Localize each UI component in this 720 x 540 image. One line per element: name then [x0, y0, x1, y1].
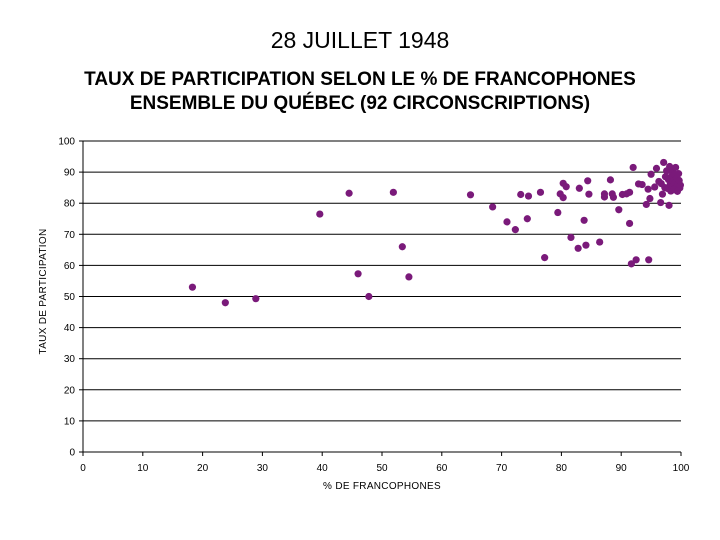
y-tick-label: 20 — [64, 385, 76, 396]
x-tick-label: 40 — [317, 463, 329, 474]
grid-layer — [83, 140, 681, 422]
data-point — [632, 256, 640, 264]
y-tick-label: 50 — [64, 292, 76, 303]
data-point — [562, 183, 570, 191]
data-point — [221, 299, 229, 307]
data-point — [541, 254, 549, 262]
y-tick-label: 10 — [64, 416, 76, 427]
data-point — [644, 185, 652, 193]
data-point — [627, 260, 635, 268]
data-point — [666, 162, 674, 171]
data-point — [651, 183, 659, 191]
data-point — [646, 194, 654, 203]
data-point — [629, 163, 637, 172]
data-point — [536, 188, 545, 196]
data-point — [672, 163, 680, 172]
data-point — [489, 203, 497, 211]
y-tick-label: 80 — [64, 199, 76, 210]
x-tick-label: 10 — [137, 463, 149, 474]
data-point — [660, 158, 668, 167]
data-point — [585, 190, 593, 198]
data-point — [645, 256, 653, 264]
data-point — [503, 218, 511, 226]
y-tick-label: 90 — [64, 168, 76, 179]
data-point — [466, 191, 475, 199]
data-point — [559, 194, 567, 202]
chart-subtitle-line-2: ENSEMBLE DU QUÉBEC (92 CIRCONSCRIPTIONS) — [129, 93, 591, 114]
data-point — [567, 233, 575, 242]
data-point — [625, 188, 634, 196]
x-tick-label: 90 — [616, 463, 628, 474]
data-point — [354, 270, 362, 278]
data-point — [600, 193, 609, 201]
x-tick-label: 30 — [257, 463, 269, 474]
data-point — [523, 215, 531, 223]
data-point — [676, 181, 685, 189]
data-point — [517, 190, 525, 199]
x-tick-label: 80 — [556, 463, 568, 474]
y-tick-label: 30 — [64, 354, 76, 365]
x-axis-label: % DE FRANCOPHONES — [323, 481, 441, 492]
data-point — [365, 292, 373, 301]
data-point — [675, 170, 683, 178]
data-point — [652, 164, 661, 172]
y-tick-label: 60 — [64, 261, 76, 272]
data-point — [647, 170, 655, 178]
data-point — [657, 198, 665, 207]
chart-subtitle: TAUX DE PARTICIPATION SELON LE % DE FRAN… — [0, 68, 720, 116]
data-point — [584, 177, 592, 185]
data-point — [389, 188, 397, 196]
data-point — [580, 216, 588, 224]
data-point — [638, 180, 646, 189]
data-point — [596, 238, 604, 246]
y-tick-label: 0 — [69, 448, 75, 459]
points-layer — [188, 158, 685, 307]
data-point — [554, 208, 562, 217]
x-tick-label: 70 — [496, 463, 508, 474]
data-point — [665, 201, 673, 209]
data-point — [316, 210, 324, 218]
y-tick-label: 40 — [64, 323, 76, 334]
data-point — [345, 189, 353, 197]
x-tick-label: 60 — [436, 463, 448, 474]
data-point — [606, 176, 615, 184]
data-point — [575, 184, 583, 192]
data-point — [574, 244, 582, 252]
x-tick-label: 100 — [673, 463, 690, 474]
data-point — [398, 243, 406, 251]
data-point — [642, 200, 650, 209]
data-point — [252, 295, 260, 303]
y-axis-label: TAUX DE PARTICIPATION — [38, 229, 49, 355]
y-tick-label: 70 — [64, 230, 76, 241]
data-point — [582, 241, 590, 249]
chart-title: 28 JUILLET 1948 — [270, 27, 450, 53]
data-point — [524, 192, 533, 200]
axis-layer: 0 10 20 30 40 50 60 70 80 90 100 0 10 20 30 40 50 60 70 80 9… — [58, 137, 689, 475]
data-point — [615, 206, 623, 214]
chart-subtitle-line-1: TAUX DE PARTICIPATION SELON LE % DE FRAN… — [84, 69, 636, 90]
y-tick-label: 100 — [58, 137, 75, 148]
data-point — [511, 226, 519, 234]
data-point — [188, 283, 197, 291]
x-tick-label: 20 — [197, 463, 209, 474]
data-point — [625, 219, 634, 228]
data-point — [405, 273, 413, 281]
x-tick-label: 0 — [80, 463, 86, 474]
data-point — [658, 190, 667, 198]
x-tick-label: 50 — [376, 463, 388, 474]
data-point — [609, 193, 618, 201]
